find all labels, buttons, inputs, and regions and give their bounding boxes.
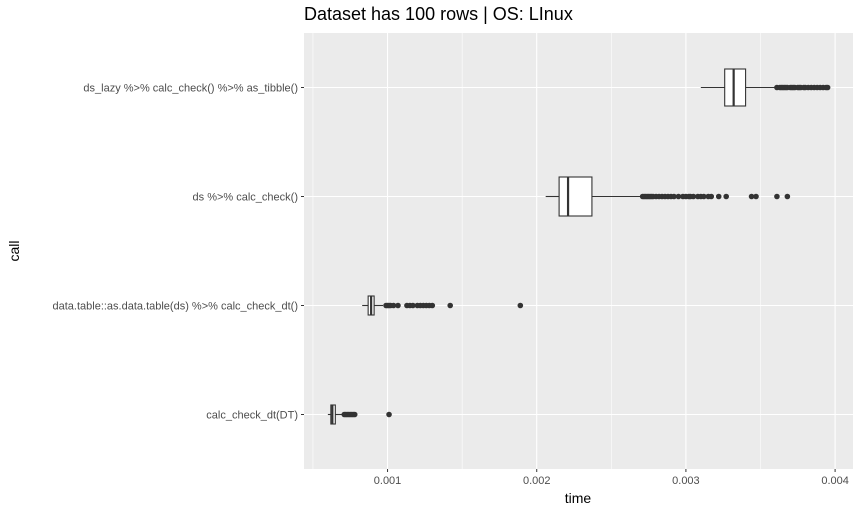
box-1 <box>545 176 791 217</box>
outlier-point <box>671 193 677 200</box>
outlier-point <box>395 302 401 309</box>
y-axis: ds_lazy %>% calc_check() %>% as_tibble()… <box>53 83 304 422</box>
outlier-point <box>723 193 729 200</box>
box-series <box>327 68 831 425</box>
outlier-point <box>690 193 697 200</box>
y-tick-label: data.table::as.data.table(ds) %>% calc_c… <box>53 301 299 313</box>
outlier-point <box>774 193 780 200</box>
plot-panel <box>304 33 853 469</box>
outlier-point <box>748 193 755 200</box>
box-0 <box>700 68 831 107</box>
x-tick-label: 0.002 <box>523 475 551 487</box>
outlier-point <box>784 193 791 200</box>
outlier-point <box>675 193 682 200</box>
y-axis-title: call <box>6 240 22 261</box>
x-tick-label: 0.003 <box>672 475 700 487</box>
chart-title: Dataset has 100 rows | OS: LInux <box>304 4 573 24</box>
outlier-point <box>517 302 524 309</box>
outlier-point <box>701 193 707 200</box>
box-2 <box>362 295 524 316</box>
x-axis-title: time <box>565 490 592 506</box>
y-tick-label: calc_check_dt(DT) <box>206 410 298 422</box>
outlier-point <box>386 411 392 418</box>
outlier-point <box>824 84 831 91</box>
box-iqr <box>724 68 747 107</box>
box-3 <box>327 404 392 425</box>
outlier-point <box>390 302 397 309</box>
outlier-point <box>447 302 454 309</box>
x-axis: 0.001 0.002 0.003 0.004 <box>374 469 849 487</box>
outlier-point <box>708 193 715 200</box>
outlier-point <box>429 302 436 309</box>
outlier-point <box>715 193 722 200</box>
y-tick-label: ds %>% calc_check() <box>193 192 298 204</box>
box-iqr <box>558 176 593 217</box>
outlier-point <box>351 411 358 418</box>
x-tick-label: 0.001 <box>374 475 402 487</box>
x-tick-label: 0.004 <box>821 475 849 487</box>
outlier-point <box>753 193 759 200</box>
y-tick-label: ds_lazy %>% calc_check() %>% as_tibble() <box>83 83 298 95</box>
outlier-point <box>410 302 416 309</box>
